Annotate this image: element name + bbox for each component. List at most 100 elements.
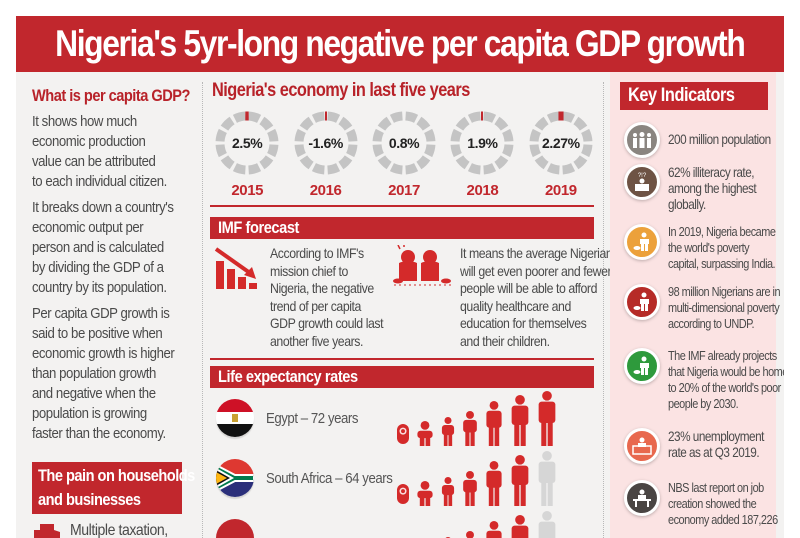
gdp-year: 2016 bbox=[309, 182, 342, 199]
ring-segment bbox=[377, 116, 392, 131]
ring-segment bbox=[259, 116, 274, 131]
gdp-growth-value: 2.27% bbox=[541, 135, 580, 151]
ring-segment bbox=[248, 163, 262, 175]
ring-segment bbox=[494, 155, 509, 170]
person-figure bbox=[486, 461, 502, 506]
gdp-growth-item: -1.6% 2016 bbox=[286, 110, 364, 199]
ring-segment bbox=[529, 144, 541, 158]
population-icon bbox=[624, 122, 660, 158]
person-figure bbox=[466, 531, 474, 538]
gdp-year: 2018 bbox=[466, 182, 499, 199]
ring-segment bbox=[372, 144, 384, 158]
gdp-growth-item: 2.5% 2015 bbox=[208, 110, 286, 199]
gdp-growth-item: 2.27% 2019 bbox=[522, 110, 600, 199]
poor-family-icon bbox=[392, 244, 454, 289]
person-figure bbox=[397, 424, 409, 444]
ring-segment bbox=[580, 128, 593, 142]
key-indicator-text: 200 million population bbox=[668, 131, 771, 147]
imf-forecast-content: According to IMF's mission chief to Nige… bbox=[204, 244, 613, 350]
person-figure bbox=[511, 395, 529, 446]
ring-segment bbox=[233, 163, 247, 175]
calculation-paragraph: It breaks down a country's economic outp… bbox=[32, 199, 174, 296]
declining-chart-icon bbox=[214, 247, 262, 291]
life-expectancy-rows: Egypt – 72 years South Africa – 64 year bbox=[204, 388, 600, 538]
egypt-flag-icon bbox=[216, 399, 254, 437]
key-indicator-text: 62% illiteracy rate, among the highest glo… bbox=[668, 164, 757, 212]
ring-segment bbox=[561, 163, 575, 175]
ring-segment bbox=[483, 111, 497, 123]
pain-heading: The pain on households and businesses bbox=[32, 462, 195, 514]
poverty-icon bbox=[624, 224, 660, 260]
ring-segment bbox=[345, 144, 358, 158]
ring-segment bbox=[326, 111, 340, 123]
ring-segment bbox=[546, 163, 560, 175]
gdp-ring: 2.5% bbox=[214, 110, 280, 176]
definition-paragraph: It shows how much economic production va… bbox=[32, 113, 167, 190]
ring-segment bbox=[345, 128, 358, 142]
ring-segment bbox=[416, 116, 431, 131]
ring-segment bbox=[215, 144, 228, 158]
ring-segment bbox=[220, 116, 235, 131]
key-indicator-text: 23% unemployment rate as at Q3 2019. bbox=[668, 428, 764, 460]
ring-segment bbox=[405, 163, 419, 175]
ring-segment bbox=[405, 111, 419, 123]
pain-item-text: Multiple taxation, inefficient bbox=[70, 522, 168, 538]
person-figure bbox=[511, 455, 529, 506]
section-rule bbox=[210, 358, 594, 360]
ring-segment bbox=[483, 163, 497, 175]
key-indicator-item: The IMF already projects that Nigeria wou… bbox=[624, 348, 784, 412]
person-figure bbox=[463, 411, 477, 446]
ring-segment bbox=[494, 116, 509, 131]
gdp-growth-value: 1.9% bbox=[467, 135, 498, 151]
south-africa-flag-icon bbox=[216, 459, 254, 497]
person-figure bbox=[441, 417, 455, 446]
key-indicator-item: 200 million population bbox=[624, 122, 784, 158]
imf-forecast-left-text: According to IMF's mission chief to Nige… bbox=[270, 245, 384, 349]
key-indicator-item: ?!? 62% illiteracy rate, among the highest… bbox=[624, 164, 773, 212]
life-expectancy-label: Egypt – 72 years bbox=[266, 409, 359, 427]
gdp-growth-value: 0.8% bbox=[388, 135, 420, 151]
key-indicator-item: NBS last report on job creation showed th… bbox=[624, 480, 784, 528]
poverty-icon bbox=[624, 348, 660, 384]
person-figure bbox=[463, 471, 477, 506]
ring-segment bbox=[311, 163, 325, 175]
poverty-icon bbox=[624, 284, 660, 320]
ring-segment bbox=[372, 128, 384, 142]
ring-segment bbox=[215, 128, 228, 142]
ring-segment bbox=[450, 128, 463, 142]
life-expectancy-label bbox=[266, 530, 396, 538]
person-figure bbox=[417, 421, 433, 446]
ring-red-marker bbox=[481, 111, 484, 121]
gdp-year: 2019 bbox=[544, 182, 577, 199]
ring-segment bbox=[573, 155, 588, 170]
ring-segment bbox=[311, 111, 325, 123]
person-figure bbox=[538, 511, 556, 538]
key-indicator-text: NBS last report on job creation showed th… bbox=[668, 480, 778, 527]
gdp-growth-item: 1.9% 2018 bbox=[443, 110, 521, 199]
ring-red-marker bbox=[558, 111, 564, 121]
ring-segment bbox=[326, 163, 340, 175]
ring-segment bbox=[424, 128, 436, 142]
ring-segment bbox=[534, 116, 549, 131]
ring-segment bbox=[580, 144, 593, 158]
gdp-ring: -1.6% bbox=[293, 110, 359, 176]
key-indicator-text: 98 million Nigerians are in multi-dimensi… bbox=[668, 284, 781, 331]
person-figure bbox=[397, 484, 409, 504]
gdp-ring: 2.27% bbox=[528, 110, 594, 176]
ring-segment bbox=[416, 155, 431, 170]
person-figure bbox=[441, 477, 455, 506]
person-figure bbox=[486, 401, 502, 446]
ring-segment bbox=[502, 144, 514, 158]
gdp-growth-item: 0.8% 2017 bbox=[365, 110, 443, 199]
left-column: What is per capita GDP? It shows how muc… bbox=[32, 72, 200, 538]
imf-forecast-right: It means the average Nigerian will get e… bbox=[392, 244, 613, 350]
key-indicator-text: The IMF already projects that Nigeria wou… bbox=[668, 348, 784, 411]
page-title: Nigeria's 5yr-long negative per capita G… bbox=[16, 16, 784, 72]
ring-segment bbox=[377, 155, 392, 170]
infographic-page: Nigeria's 5yr-long negative per capita G… bbox=[16, 16, 784, 538]
key-indicator-item: 98 million Nigerians are in multi-dimensi… bbox=[624, 284, 784, 332]
gdp-growth-value: -1.6% bbox=[308, 135, 343, 151]
life-expectancy-row bbox=[216, 508, 600, 538]
ring-segment bbox=[534, 155, 549, 170]
ring-segment bbox=[389, 163, 403, 175]
